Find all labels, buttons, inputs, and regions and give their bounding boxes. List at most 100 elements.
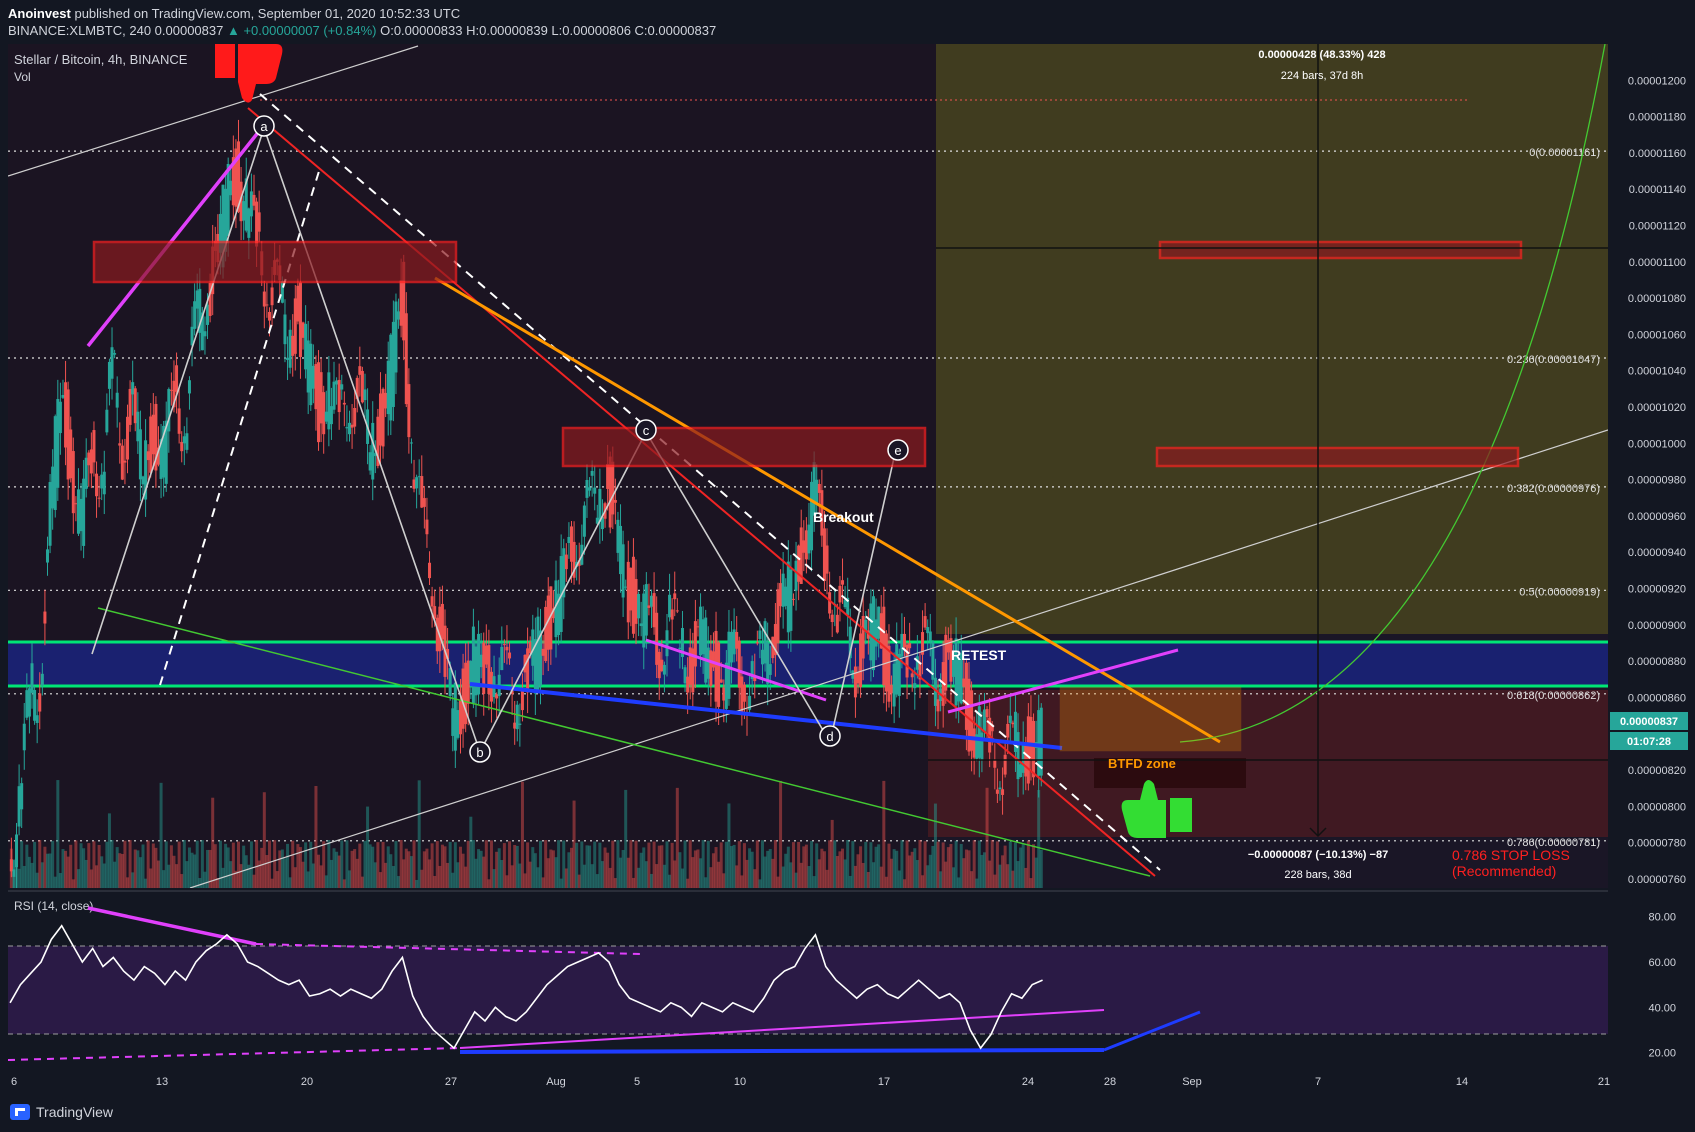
time-axis[interactable]: 6 13 20 27 Aug 5 10 17 24 28 Sep 7 14 21 — [11, 1076, 1610, 1088]
rsi-blue-support — [459, 1048, 1105, 1054]
candle-body — [624, 586, 628, 588]
candle-body — [167, 389, 171, 432]
volume-bar — [138, 857, 142, 888]
candle-body — [1006, 723, 1010, 738]
rsi-axis[interactable]: 80.00 60.00 40.00 20.00 — [1648, 912, 1676, 1060]
candle-body — [952, 651, 956, 677]
volume-bar — [735, 865, 739, 888]
candle-body — [1003, 754, 1007, 775]
price-axis[interactable]: 0.00001200 0.00001180 0.00001160 0.00001140… — [1628, 75, 1686, 886]
volume-bar — [567, 852, 571, 888]
candle-body — [569, 526, 573, 562]
btfd-label-bg — [1094, 758, 1246, 788]
volume-bar — [244, 855, 248, 888]
volume-bar — [644, 861, 648, 888]
volume-bar — [1034, 857, 1038, 888]
candle-body — [288, 329, 292, 368]
candle-body — [102, 471, 106, 495]
volume-bar — [897, 870, 901, 888]
candle-body — [933, 677, 937, 706]
time-tick-label: 21 — [1598, 1076, 1610, 1088]
rsi-tick-label: 60.00 — [1648, 957, 1676, 969]
chart-canvas[interactable]: 0(0.00001161) 0.236(0.00001047) 0.382(0.00… — [0, 0, 1695, 1094]
volume-bar — [933, 803, 937, 888]
candle-body — [784, 586, 788, 606]
candle-body — [812, 462, 816, 516]
candle-body — [588, 487, 592, 491]
candle-body — [564, 554, 568, 570]
price-tick-label: 0.00001060 — [1628, 329, 1686, 341]
candle-body — [923, 616, 927, 628]
price-axis-bg — [1608, 44, 1695, 1094]
candle-body — [585, 480, 589, 498]
volume-bar — [1008, 841, 1012, 888]
candle-body — [319, 372, 323, 424]
volume-bar — [293, 867, 297, 888]
candle-body — [234, 148, 238, 207]
candle-body — [45, 549, 49, 563]
volume-bar — [25, 844, 29, 888]
candle-body — [918, 662, 922, 680]
volume-bar — [670, 842, 674, 888]
candle-body — [337, 379, 341, 413]
volume-bar — [366, 806, 370, 888]
candle-body — [735, 631, 739, 649]
candle-body — [704, 617, 708, 683]
candle-body — [802, 540, 806, 553]
volume-bar — [115, 847, 119, 888]
volume-bar — [923, 841, 927, 888]
volume-bar — [683, 840, 687, 888]
volume-bar — [562, 840, 566, 888]
candle-body — [877, 606, 881, 639]
candle-body — [422, 498, 426, 507]
candle-body — [244, 178, 248, 231]
candle-body — [936, 699, 940, 712]
volume-bar — [536, 867, 540, 888]
candle-body — [982, 709, 986, 732]
volume-bar — [53, 876, 57, 888]
volume-bar — [249, 841, 253, 888]
wave-point-label: b — [476, 745, 483, 760]
volume-bar — [915, 860, 919, 888]
candle-body — [120, 445, 124, 480]
candle-body — [89, 449, 93, 474]
candle-body — [864, 619, 868, 632]
volume-bar — [742, 843, 746, 888]
candle-body — [616, 519, 620, 553]
candle-body — [363, 389, 367, 401]
volume-bar — [167, 864, 171, 888]
candle-body — [56, 399, 60, 488]
volume-bar — [69, 844, 73, 888]
volume-bar — [936, 841, 940, 888]
candle-body — [577, 560, 581, 566]
volume-bar — [577, 874, 581, 888]
rsi-magenta-rising — [459, 1009, 1105, 1049]
candle-body — [97, 497, 101, 499]
candle-body — [397, 311, 401, 320]
candle-body — [350, 424, 354, 428]
volume-bar — [786, 846, 790, 888]
volume-bar — [642, 847, 646, 888]
volume-bar — [273, 840, 277, 888]
tradingview-logo[interactable]: TradingView — [10, 1104, 113, 1120]
fib-label: 0.5(0.00000919) — [1519, 586, 1600, 598]
candle-body — [848, 626, 852, 659]
volume-bar — [314, 786, 318, 888]
volume-bar — [802, 846, 806, 888]
volume-bar — [541, 877, 545, 888]
volume-bar — [177, 841, 181, 888]
volume-bar — [810, 841, 814, 888]
candle-body — [642, 593, 646, 648]
volume-bar — [794, 872, 798, 888]
rsi-tick-label: 80.00 — [1648, 912, 1676, 924]
volume-bar — [154, 847, 158, 888]
volume-bar — [727, 803, 731, 888]
price-candles — [9, 119, 1043, 888]
candle-body — [200, 312, 204, 351]
publisher-name[interactable]: Anoinvest — [8, 6, 71, 21]
candle-body — [283, 314, 287, 345]
candle-body — [133, 388, 137, 424]
volume-bar — [74, 840, 78, 888]
volume-bar — [30, 862, 34, 888]
candle-body — [758, 630, 762, 639]
